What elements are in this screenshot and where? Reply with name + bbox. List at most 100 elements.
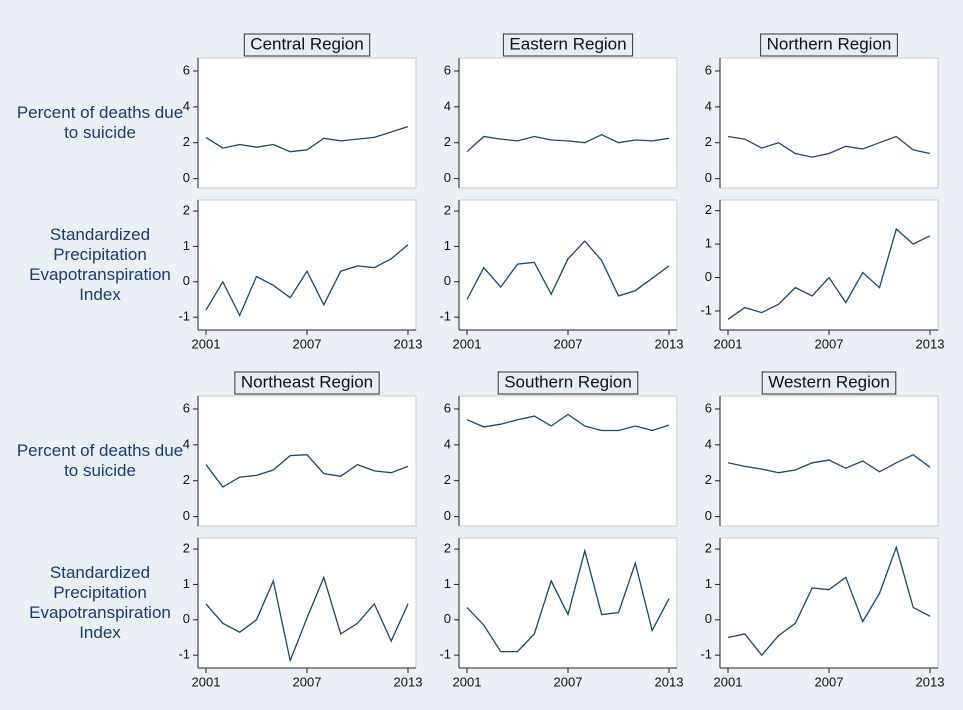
title-box	[497, 371, 639, 395]
x-tick-label: 2007	[815, 674, 844, 689]
x-tick-label: 2007	[293, 336, 322, 351]
line	[205, 244, 409, 317]
y-tick-label: 6	[183, 400, 190, 415]
y-tick-label: 6	[183, 62, 190, 77]
y-tick-label: 4	[183, 436, 190, 451]
plot-area	[197, 57, 417, 189]
row-label: Percent of deaths due to suicide	[16, 103, 184, 142]
y-tick-label: 2	[183, 541, 190, 556]
y-tick-label: -1	[178, 647, 190, 662]
y-tick-label: 4	[705, 98, 712, 113]
x-tick-label: 2001	[714, 674, 743, 689]
y-tick-label: 1	[705, 236, 712, 251]
x-tick-label: 2007	[293, 674, 322, 689]
y-tick-label: 0	[444, 170, 451, 185]
y-tick-label: 1	[444, 576, 451, 591]
panel-title: Northeast Region	[241, 372, 373, 391]
title-box	[234, 371, 380, 395]
plot-area	[719, 57, 939, 189]
x-tick-label: 2013	[394, 674, 423, 689]
x-tick-label: 2007	[554, 674, 583, 689]
row-label: Percent of deaths due to suicide	[16, 441, 184, 480]
line	[466, 133, 670, 153]
y-tick-label: -1	[178, 309, 190, 324]
y-tick-label: 2	[183, 472, 190, 487]
y-tick-label: 0	[705, 170, 712, 185]
y-tick-label: 2	[183, 203, 190, 218]
y-tick-label: 0	[183, 170, 190, 185]
y-tick-label: 2	[705, 134, 712, 149]
x-tick-label: 2001	[192, 674, 221, 689]
y-tick-label: -1	[700, 647, 712, 662]
y-tick-label: 1	[705, 576, 712, 591]
plot-area	[458, 537, 678, 669]
panel-title: Northern Region	[767, 34, 892, 53]
x-tick-label: 2013	[916, 336, 945, 351]
y-tick-label: 4	[705, 436, 712, 451]
y-tick-label: 4	[444, 98, 451, 113]
y-tick-label: 4	[444, 436, 451, 451]
line	[205, 454, 409, 488]
line	[727, 135, 931, 158]
y-tick-label: 2	[444, 203, 451, 218]
y-tick-label: 0	[444, 508, 451, 523]
row-label: Standardized Precipitation Evapotranspir…	[29, 563, 171, 642]
y-tick-label: 2	[183, 134, 190, 149]
y-tick-label: 0	[183, 508, 190, 523]
x-tick-label: 2001	[192, 336, 221, 351]
y-tick-label: 0	[705, 269, 712, 284]
y-tick-label: 0	[444, 611, 451, 626]
y-tick-label: 0	[705, 611, 712, 626]
plot-area	[719, 537, 939, 669]
panel-title: Southern Region	[504, 372, 632, 391]
plot-area	[458, 57, 678, 189]
y-tick-label: 2	[705, 472, 712, 487]
plot-area	[197, 537, 417, 669]
panel-title: Central Region	[250, 34, 363, 53]
x-tick-label: 2013	[655, 674, 684, 689]
line	[727, 227, 931, 320]
x-tick-label: 2001	[453, 674, 482, 689]
x-tick-label: 2013	[655, 336, 684, 351]
title-box	[502, 33, 634, 57]
y-tick-label: 4	[183, 98, 190, 113]
plot-area	[458, 199, 678, 331]
plot-area	[719, 199, 939, 331]
x-tick-label: 2001	[453, 336, 482, 351]
x-tick-label: 2007	[554, 336, 583, 351]
x-tick-label: 2013	[394, 336, 423, 351]
y-tick-label: 2	[705, 202, 712, 217]
y-tick-label: 2	[444, 134, 451, 149]
y-tick-label: 0	[705, 508, 712, 523]
y-tick-label: 0	[444, 273, 451, 288]
y-tick-label: 0	[183, 611, 190, 626]
title-box	[760, 33, 898, 57]
y-tick-label: 1	[183, 238, 190, 253]
plot-area	[719, 395, 939, 527]
line	[205, 125, 409, 153]
panel-title: Western Region	[768, 372, 890, 391]
x-tick-label: 2001	[714, 336, 743, 351]
line	[205, 575, 409, 663]
y-tick-label: -1	[700, 302, 712, 317]
x-tick-label: 2013	[916, 674, 945, 689]
x-tick-label: 2007	[815, 336, 844, 351]
y-tick-label: 2	[444, 472, 451, 487]
y-tick-label: 2	[705, 541, 712, 556]
y-tick-label: 6	[705, 400, 712, 415]
y-tick-label: 6	[444, 62, 451, 77]
plot-area	[458, 395, 678, 527]
y-tick-label: 0	[183, 273, 190, 288]
panel-title: Eastern Region	[509, 34, 626, 53]
line	[727, 453, 931, 474]
line	[466, 413, 670, 432]
plot-area	[197, 395, 417, 527]
y-tick-label: 6	[444, 400, 451, 415]
line	[727, 545, 931, 657]
y-tick-label: 1	[183, 576, 190, 591]
plot-area	[197, 199, 417, 331]
title-box	[243, 33, 371, 57]
y-tick-label: 6	[705, 62, 712, 77]
